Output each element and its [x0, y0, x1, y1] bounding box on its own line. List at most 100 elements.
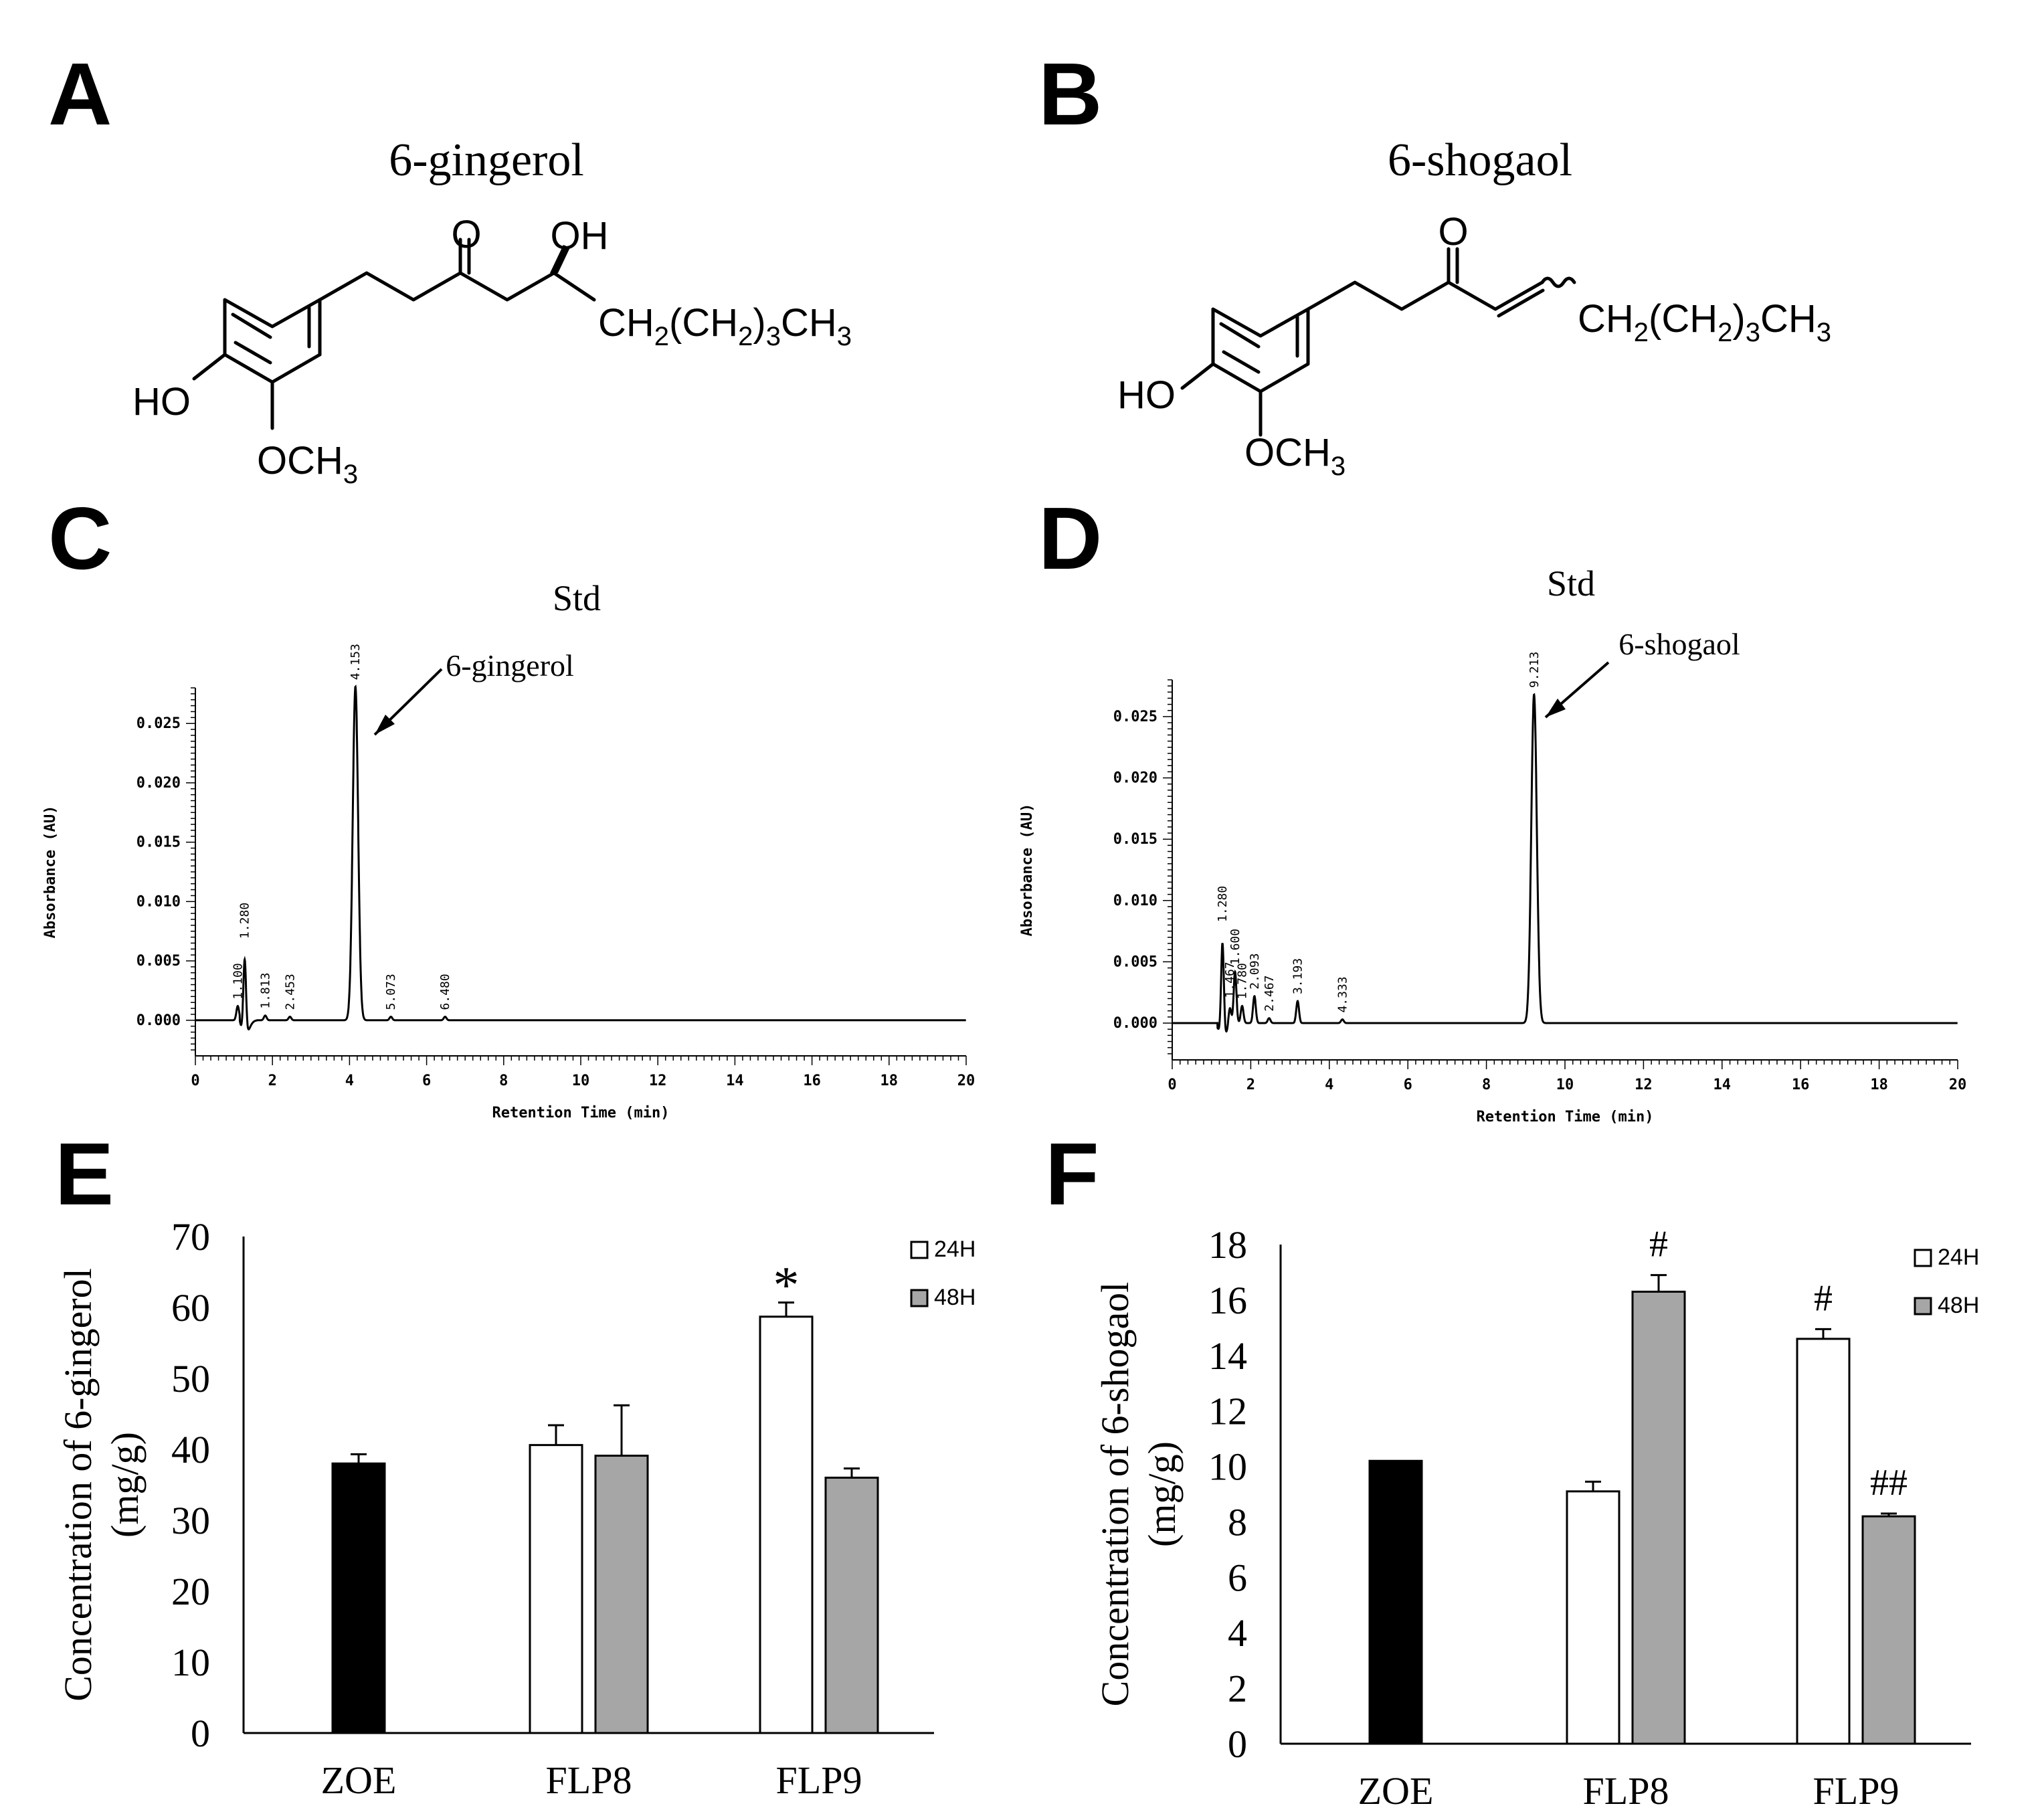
oh-bond-a — [192, 353, 227, 381]
x-tick-label: 12 — [649, 1073, 667, 1089]
y-tick-label: 0.025 — [136, 715, 181, 732]
bar-chart-e: 0 10 20 30 40 50 60 70 ZOE FLP8 FLP9 * 24H 48H Concen… — [56, 1215, 976, 1802]
legend-label: 24H — [934, 1237, 976, 1262]
panel-letter-b: B — [1038, 45, 1102, 143]
x-tick-label: 0 — [191, 1073, 199, 1089]
y-tick-label: 20 — [171, 1570, 210, 1613]
x-tick-label: 16 — [803, 1073, 821, 1089]
peak-label: 6.480 — [438, 974, 452, 1010]
chromatogram-d: Std 6-shogaol 0 2 4 6 8 10 12 14 16 18 20 0.000 0.00… — [1019, 563, 1966, 1125]
benzene-ring-a — [223, 298, 322, 384]
category-label: ZOE — [1358, 1769, 1434, 1813]
carbonyl-b — [1447, 247, 1459, 284]
y-axis-unit-e: (mg/g) — [103, 1432, 147, 1538]
bar — [1368, 1459, 1423, 1745]
category-label: ZOE — [321, 1758, 397, 1802]
atom-o-a: O — [451, 213, 481, 256]
atom-och3-b: OCH3 — [1244, 431, 1346, 481]
legend-swatch — [910, 1289, 929, 1307]
atom-oh-a: OH — [551, 214, 609, 258]
peak-callout-d: 6-shogaol — [1618, 627, 1740, 661]
y-tick-label: 18 — [1208, 1223, 1247, 1267]
wedge-bond-a — [550, 245, 570, 273]
x-tick-label: 8 — [1482, 1077, 1491, 1093]
y-tick-label: 12 — [1208, 1390, 1247, 1433]
y-tick-label: 0 — [191, 1712, 210, 1755]
x-tick-label: 4 — [345, 1073, 354, 1089]
x-axis-label-c: Retention Time (min) — [492, 1105, 670, 1121]
panel-letter-d: D — [1038, 489, 1102, 587]
y-tick-label: 0.025 — [1113, 709, 1157, 725]
y-tick-label: 30 — [171, 1499, 210, 1542]
y-axis-label-f: Concentration of 6-shogaol — [1093, 1282, 1137, 1707]
bar — [1566, 1490, 1620, 1745]
y-tick-label: 0.010 — [1113, 893, 1157, 909]
wavy-bond-b — [1540, 276, 1576, 288]
bar — [824, 1476, 879, 1734]
y-tick-label: 0.000 — [1113, 1015, 1157, 1032]
category-label: FLP9 — [1813, 1769, 1899, 1813]
y-tick-label: 0.020 — [1113, 770, 1157, 787]
significance-mark: * — [773, 1256, 800, 1314]
peak-label: 1.467 — [1223, 962, 1237, 998]
panel-letter-f: F — [1045, 1125, 1099, 1223]
atom-ho-a: HO — [132, 380, 191, 424]
y-tick-label: 6 — [1228, 1556, 1247, 1599]
bar — [529, 1444, 583, 1734]
x-axis-label-d: Retention Time (min) — [1477, 1109, 1654, 1125]
y-tick-label: 40 — [171, 1428, 210, 1471]
x-tick-label: 14 — [1713, 1077, 1732, 1093]
peak-label: 2.453 — [283, 974, 297, 1010]
y-tick-label: 50 — [171, 1357, 210, 1400]
y-tick-label: 60 — [171, 1286, 210, 1330]
trace-d — [1172, 693, 1958, 1033]
x-tick-label: 18 — [1870, 1077, 1888, 1093]
significance-mark: # — [1814, 1277, 1833, 1319]
y-tick-label: 0 — [1228, 1722, 1247, 1766]
y-tick-label: 0.000 — [136, 1012, 181, 1029]
legend-label: 48H — [1938, 1293, 1979, 1318]
atom-och3-a: OCH3 — [257, 439, 358, 489]
legend-label: 48H — [934, 1285, 976, 1310]
peak-label: 5.073 — [384, 974, 398, 1010]
structure-6-gingerol: 6-gingerol O OH HO OCH3 CH2(CH2)3CH3 — [132, 134, 852, 489]
carbonyl-a — [458, 238, 471, 275]
axes-d: 0 2 4 6 8 10 12 14 16 18 20 0.000 0.005 0.010 0.015 0.0… — [1113, 679, 1966, 1093]
peak-label: 2.467 — [1263, 976, 1277, 1012]
oh-bond-b — [1180, 362, 1215, 390]
x-tick-label: 6 — [1404, 1077, 1412, 1093]
y-tick-label: 16 — [1208, 1279, 1247, 1322]
x-tick-label: 18 — [880, 1073, 899, 1089]
structure-6-shogaol: 6-shogaol O HO OCH3 CH2(CH2)3CH3 — [1117, 134, 1831, 481]
category-label: FLP8 — [1583, 1769, 1669, 1813]
ring-double-bonds-b — [1219, 315, 1299, 374]
y-tick-label: 14 — [1208, 1334, 1247, 1378]
bar — [594, 1455, 649, 1734]
y-tick-label: 0.015 — [136, 834, 181, 851]
x-tick-label: 10 — [572, 1073, 590, 1089]
x-tick-label: 16 — [1792, 1077, 1810, 1093]
bars-e: 0 10 20 30 40 50 60 70 ZOE FLP8 FLP9 * 24H 48H — [171, 1215, 976, 1802]
bar — [1631, 1290, 1686, 1745]
y-tick-label: 0.005 — [1113, 953, 1157, 970]
y-tick-label: 0.015 — [1113, 831, 1157, 848]
y-tick-label: 0.010 — [136, 893, 181, 910]
peak-label: 1.100 — [231, 963, 245, 999]
x-tick-label: 4 — [1325, 1077, 1333, 1093]
peak-labels-c: 1.100 1.280 1.813 2.453 4.153 5.073 6.480 — [231, 644, 452, 1010]
y-axis-unit-f: (mg/g) — [1140, 1441, 1184, 1547]
panel-letter-a: A — [48, 45, 112, 143]
structure-title-a: 6-gingerol — [389, 134, 584, 186]
peak-label: 4.153 — [349, 644, 363, 680]
atom-o-b: O — [1438, 210, 1468, 254]
alkene-double-b — [1497, 288, 1545, 318]
peak-label: 4.333 — [1335, 976, 1350, 1012]
benzene-ring-b — [1211, 307, 1310, 393]
side-chain-b — [1306, 280, 1544, 311]
axes-c: 0 2 4 6 8 10 12 14 16 18 20 0.000 0.005 0.010 0.015 0.0… — [136, 687, 975, 1089]
peak-label: 2.093 — [1248, 953, 1262, 990]
callout-arrowhead-c — [375, 715, 395, 735]
bar — [759, 1315, 814, 1734]
